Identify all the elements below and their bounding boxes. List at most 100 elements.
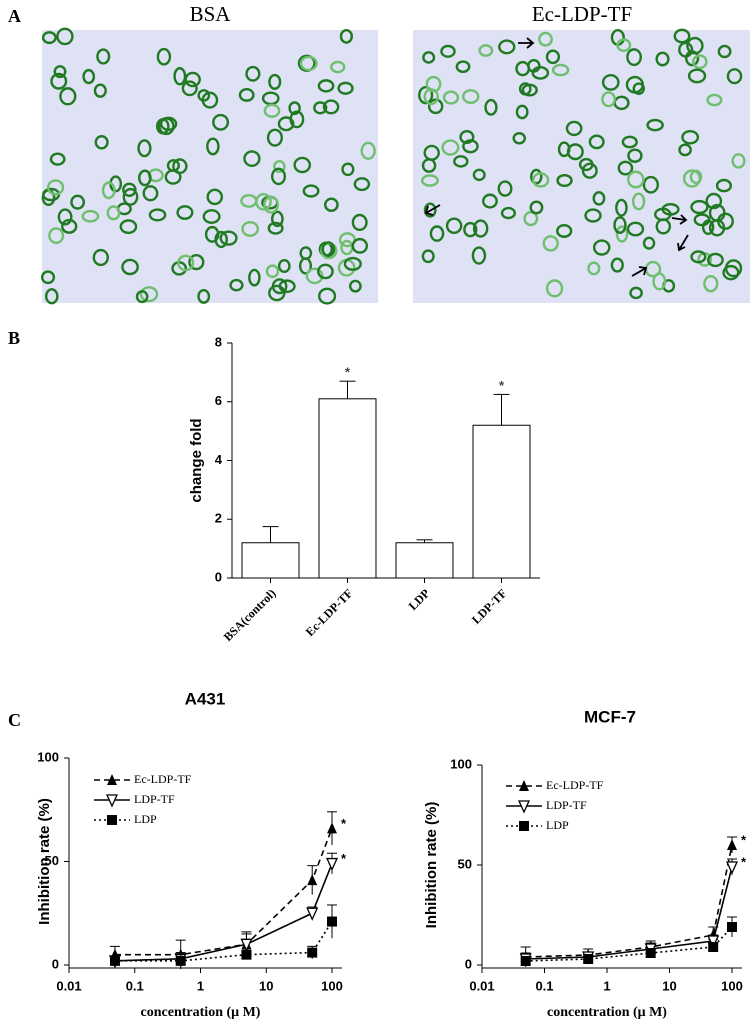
- marker: [175, 955, 186, 966]
- cell: [703, 274, 719, 293]
- marker: [241, 949, 252, 960]
- marker: [520, 956, 531, 966]
- cell: [158, 117, 175, 136]
- chart-title: MCF-7: [584, 707, 636, 726]
- cell: [243, 150, 261, 167]
- cell: [263, 103, 281, 118]
- cell: [484, 98, 498, 116]
- x-tick-label: 100: [321, 978, 343, 993]
- y-tick-label: 50: [45, 853, 59, 868]
- cell: [686, 36, 704, 55]
- y-tick-label: 50: [458, 856, 472, 871]
- y-tick-label: 0: [215, 569, 222, 584]
- x-axis-label: concentration (μ M): [547, 1005, 667, 1020]
- x-tick-label: 10: [662, 978, 676, 993]
- cell: [631, 192, 646, 211]
- cell: [690, 199, 709, 215]
- cell: [566, 143, 584, 161]
- legend-label: LDP-TF: [134, 792, 175, 806]
- cell: [48, 227, 65, 245]
- cell: [715, 178, 733, 193]
- series-line: [114, 828, 333, 956]
- cell: [678, 143, 692, 157]
- cell: [137, 139, 152, 158]
- cell: [472, 219, 489, 238]
- cell: [678, 41, 694, 58]
- cell: [241, 220, 260, 237]
- marker: [240, 938, 253, 952]
- cell: [268, 73, 282, 90]
- x-tick-label: LDP-TF: [469, 586, 510, 627]
- cell: [422, 51, 436, 64]
- cell: [681, 129, 700, 145]
- y-tick-label: 2: [215, 511, 222, 526]
- cell: [46, 179, 65, 196]
- panel-label: C: [8, 710, 21, 730]
- cell: [339, 28, 353, 44]
- cell: [538, 31, 553, 47]
- cell: [351, 213, 368, 232]
- cell: [122, 187, 139, 206]
- cell: [692, 54, 708, 70]
- annotation: *: [345, 365, 351, 380]
- cell: [238, 87, 255, 102]
- marker: [109, 955, 120, 966]
- legend-marker: [517, 800, 531, 814]
- cell: [556, 174, 573, 188]
- cell: [135, 290, 149, 304]
- cell: [317, 79, 335, 93]
- legend-label: LDP-TF: [546, 798, 587, 812]
- cell: [289, 110, 305, 129]
- marker: [327, 916, 337, 927]
- x-tick-label: LDP: [406, 586, 433, 613]
- cell: [687, 68, 707, 84]
- cell: [726, 68, 743, 85]
- legend-label: LDP: [134, 812, 157, 826]
- cell: [148, 208, 167, 222]
- x-tick-label: 10: [259, 978, 273, 993]
- cell: [270, 167, 287, 186]
- cell: [270, 210, 284, 228]
- cell: [632, 82, 645, 95]
- cell: [61, 218, 78, 234]
- marker: [708, 942, 719, 952]
- cell: [263, 195, 280, 214]
- cell: [498, 39, 516, 55]
- cell: [706, 93, 723, 107]
- marker: [307, 874, 318, 886]
- x-tick-label: 1: [603, 978, 610, 993]
- cell: [482, 193, 498, 209]
- cell: [655, 218, 672, 235]
- marker: [325, 857, 339, 872]
- cell: [529, 200, 544, 215]
- cell: [515, 60, 531, 77]
- cell: [592, 191, 606, 206]
- image-title: BSA: [190, 2, 232, 26]
- cell: [343, 256, 362, 271]
- legend-marker: [107, 815, 117, 825]
- cell: [49, 152, 66, 166]
- y-axis-label: Inhibition rate (%): [36, 798, 53, 925]
- y-tick-label: 4: [215, 452, 223, 467]
- cell: [288, 101, 301, 116]
- cell: [299, 246, 313, 261]
- cell: [277, 258, 291, 274]
- cell: [472, 168, 486, 182]
- cell: [181, 80, 198, 97]
- cell: [615, 198, 628, 217]
- y-tick-label: 100: [450, 756, 472, 771]
- cell: [425, 75, 442, 93]
- cell: [440, 44, 456, 58]
- cell: [360, 141, 376, 160]
- cell: [629, 286, 643, 300]
- legend-marker: [519, 821, 529, 831]
- cell: [717, 212, 734, 230]
- cell: [106, 205, 121, 221]
- series-line: [114, 863, 333, 962]
- cell: [317, 263, 334, 280]
- cell: [642, 175, 660, 194]
- cell: [463, 221, 478, 238]
- cell: [478, 44, 494, 57]
- cell: [601, 91, 616, 108]
